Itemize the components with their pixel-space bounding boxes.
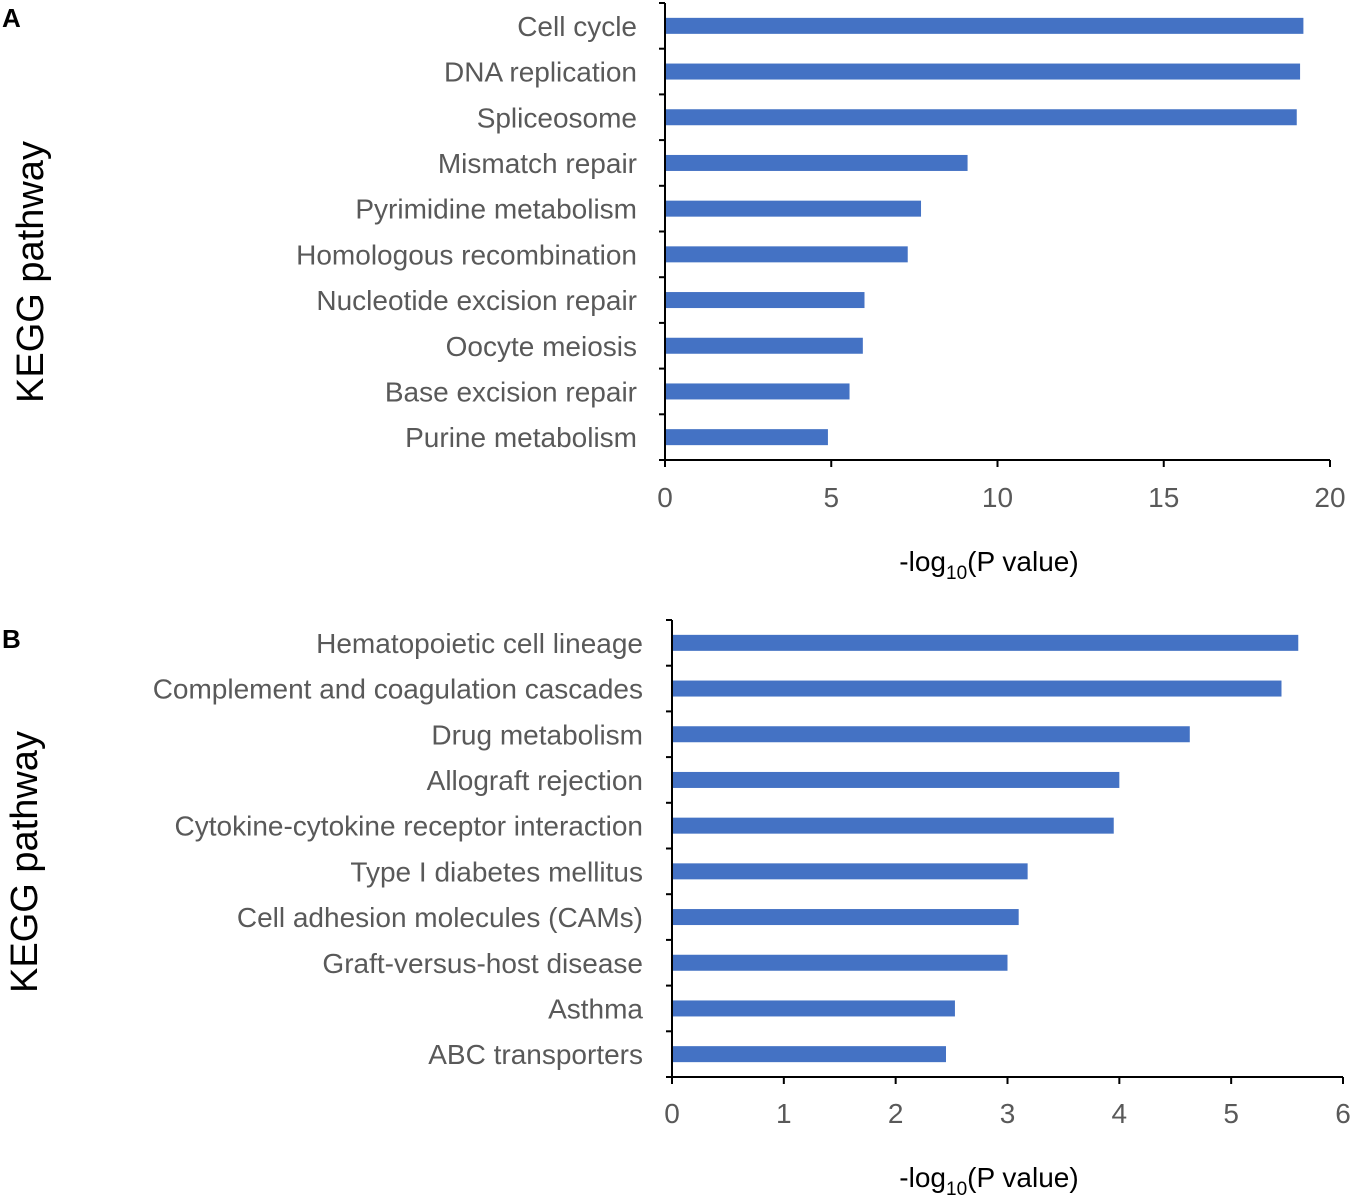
bar-b-3	[673, 726, 1190, 743]
bar-b-4	[673, 771, 1120, 788]
bar-a-6	[666, 246, 908, 263]
x-ticks-a: 0 5 10 15 20	[657, 460, 1346, 513]
x-axis-title-prefix-b: -log	[899, 1162, 946, 1193]
x-axis-title-b: -log10(P value)	[899, 1162, 1078, 1198]
x-axis-title-subscript-a: 10	[946, 563, 967, 584]
x-tick-label-b-2: 2	[888, 1098, 904, 1129]
panel-letter-a: A	[2, 3, 21, 33]
x-tick-label-a-0: 0	[657, 482, 673, 513]
x-axis-title-a: -log10(P value)	[899, 546, 1078, 584]
x-ticks-b: 0 1 2 3 4 5 6	[664, 1077, 1351, 1129]
bar-b-1	[673, 634, 1299, 651]
category-label-b-3: Drug metabolism	[431, 719, 643, 750]
category-label-b-5: Cytokine-cytokine receptor interaction	[175, 811, 643, 842]
bar-b-6	[673, 863, 1028, 880]
x-tick-label-b-4: 4	[1112, 1098, 1128, 1129]
x-axis-title-suffix-b: (P value)	[967, 1162, 1079, 1193]
category-label-b-6: Type I diabetes mellitus	[350, 856, 643, 887]
x-tick-label-b-3: 3	[1000, 1098, 1016, 1129]
category-label-a-10: Purine metabolism	[405, 422, 637, 453]
panel-b: B KEGG pathway Hematopoietic cell lineag…	[2, 619, 1351, 1198]
category-label-b-4: Allograft rejection	[427, 765, 643, 796]
bar-b-9	[673, 1000, 955, 1017]
bar-a-4	[666, 154, 968, 171]
x-axis-title-subscript-b: 10	[946, 1179, 967, 1198]
category-label-a-5: Pyrimidine metabolism	[355, 194, 637, 225]
category-label-a-2: DNA replication	[444, 57, 637, 88]
x-axis-title-prefix-a: -log	[899, 546, 946, 577]
x-tick-label-a-20: 20	[1314, 482, 1345, 513]
bar-b-10	[673, 1046, 946, 1063]
panel-letter-b: B	[2, 624, 21, 654]
x-tick-label-b-1: 1	[776, 1098, 792, 1129]
bar-a-3	[666, 109, 1297, 126]
category-label-a-3: Spliceosome	[477, 102, 637, 133]
x-tick-label-a-5: 5	[823, 482, 839, 513]
bar-a-2	[666, 63, 1301, 80]
category-label-b-8: Graft-versus-host disease	[322, 948, 643, 979]
x-tick-label-a-15: 15	[1148, 482, 1179, 513]
category-label-a-1: Cell cycle	[517, 11, 637, 42]
bar-b-8	[673, 954, 1008, 971]
category-label-a-7: Nucleotide excision repair	[316, 285, 637, 316]
bar-a-1	[666, 17, 1304, 34]
category-label-a-6: Homologous recombination	[296, 239, 637, 270]
category-label-b-1: Hematopoietic cell lineage	[316, 628, 643, 659]
bars-b	[673, 634, 1299, 1063]
y-axis-title-a: KEGG pathway	[10, 141, 52, 403]
category-labels-a: Cell cycle DNA replication Spliceosome Mism…	[296, 11, 637, 453]
bar-b-5	[673, 817, 1114, 834]
panel-a: A KEGG pathway Cell cycle DNA replication…	[2, 2, 1346, 584]
category-label-b-2: Complement and coagulation cascades	[153, 674, 643, 705]
category-label-a-4: Mismatch repair	[438, 148, 637, 179]
category-label-b-10: ABC transporters	[428, 1039, 643, 1070]
bar-b-2	[673, 680, 1282, 697]
x-axis-title-suffix-a: (P value)	[967, 546, 1079, 577]
bar-a-9	[666, 383, 850, 400]
x-tick-label-b-6: 6	[1335, 1098, 1351, 1129]
category-label-a-9: Base excision repair	[385, 376, 637, 407]
bar-a-10	[666, 429, 828, 446]
category-label-a-8: Oocyte meiosis	[446, 331, 637, 362]
bar-b-7	[673, 909, 1019, 926]
y-axis-title-b: KEGG pathway	[4, 731, 46, 993]
bar-a-7	[666, 292, 865, 309]
bars-a	[666, 17, 1304, 446]
category-labels-b: Hematopoietic cell lineage Complement and…	[153, 628, 644, 1070]
x-tick-label-b-5: 5	[1223, 1098, 1239, 1129]
x-tick-label-b-0: 0	[664, 1098, 680, 1129]
category-label-b-9: Asthma	[548, 993, 643, 1024]
x-tick-label-a-10: 10	[982, 482, 1013, 513]
bar-a-8	[666, 337, 863, 354]
category-label-b-7: Cell adhesion molecules (CAMs)	[237, 902, 643, 933]
bar-a-5	[666, 200, 922, 217]
